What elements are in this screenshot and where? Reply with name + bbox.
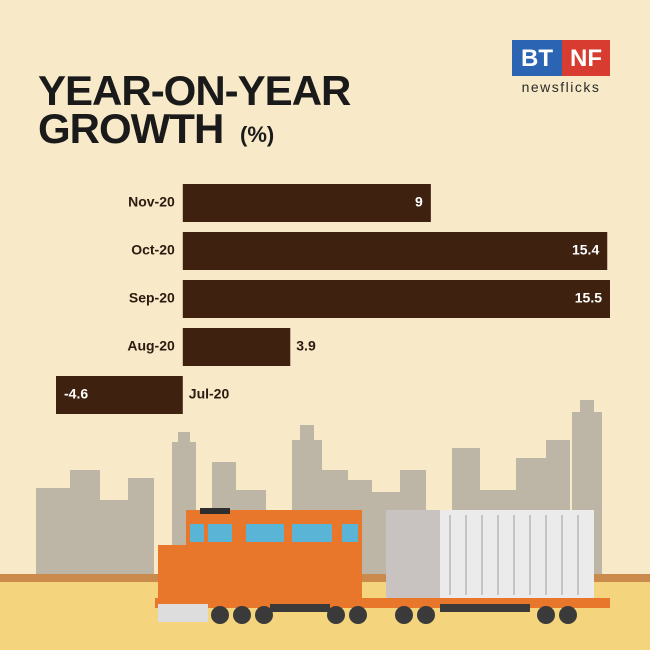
logo-left-box bbox=[512, 40, 562, 76]
category-label: Nov-20 bbox=[128, 194, 175, 210]
value-label: 3.9 bbox=[296, 338, 316, 354]
bar bbox=[182, 280, 610, 318]
bar bbox=[182, 232, 608, 270]
value-label: 15.5 bbox=[575, 290, 602, 306]
bar bbox=[182, 328, 291, 366]
category-label: Aug-20 bbox=[127, 338, 175, 354]
bar bbox=[56, 376, 183, 414]
logo-text: BT bbox=[521, 45, 553, 72]
value-label: 9 bbox=[415, 194, 423, 210]
logo-text: NF bbox=[570, 45, 602, 72]
logo-tagline: newsflicks bbox=[522, 79, 601, 95]
chart-title: YEAR-ON-YEAR bbox=[38, 67, 351, 114]
chart-title: GROWTH bbox=[38, 105, 223, 152]
plot: Nov-20 9 Oct-20 15.4 Sep-20 15.5 Aug-20 3.9 Jul-… bbox=[56, 184, 610, 414]
category-label: Sep-20 bbox=[129, 290, 175, 306]
value-label: -4.6 bbox=[64, 386, 88, 402]
category-label: Jul-20 bbox=[189, 386, 230, 402]
logo-right-box bbox=[562, 40, 610, 76]
unit-label: (%) bbox=[240, 122, 274, 147]
bar bbox=[182, 184, 431, 222]
train bbox=[155, 508, 610, 624]
category-label: Oct-20 bbox=[131, 242, 175, 258]
value-label: 15.4 bbox=[572, 242, 599, 258]
